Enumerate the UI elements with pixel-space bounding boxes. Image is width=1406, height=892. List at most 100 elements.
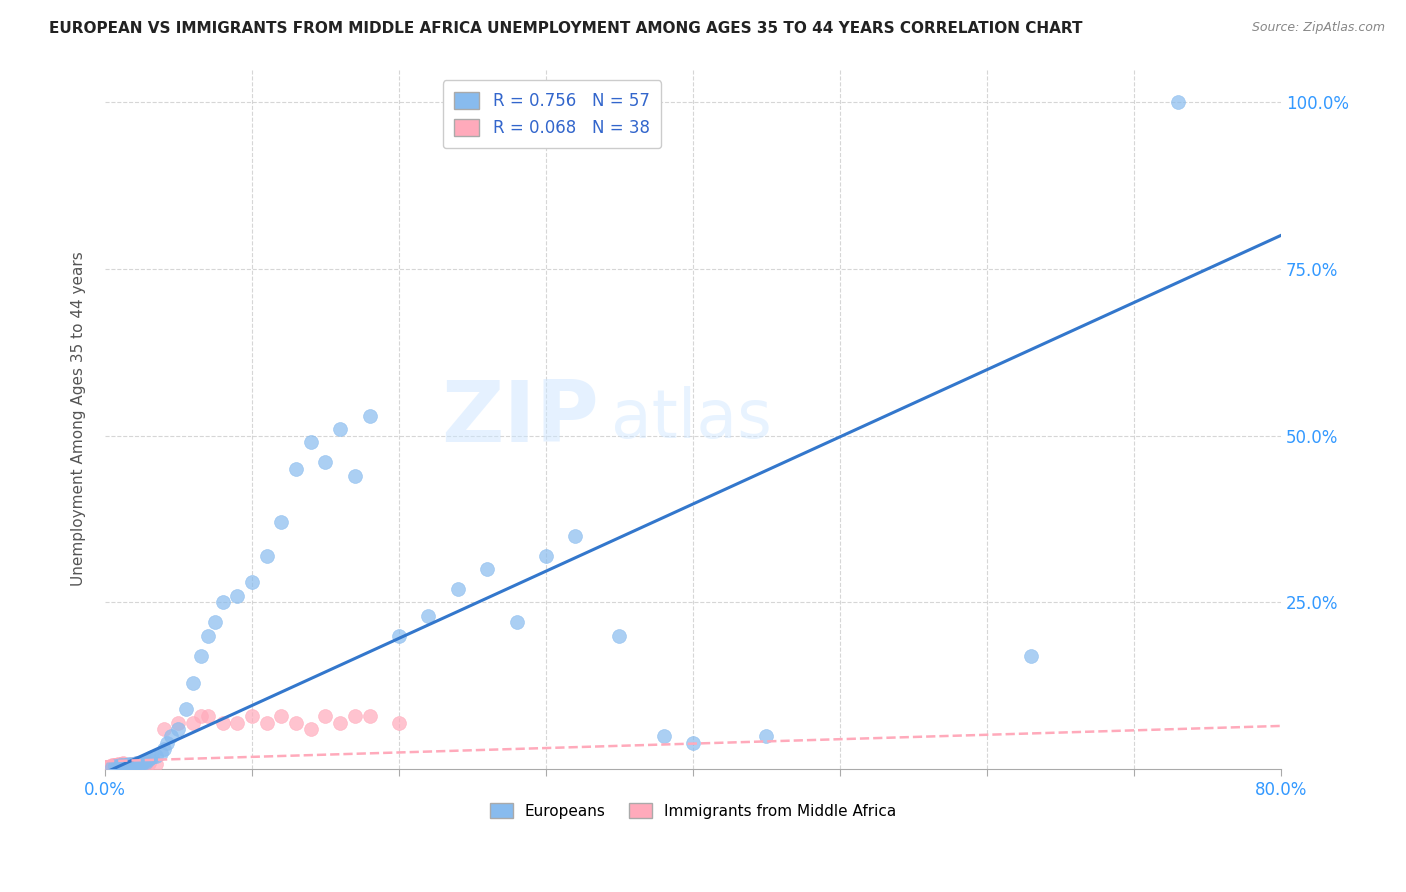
- Point: [256, 549, 278, 563]
- Point: [101, 759, 124, 773]
- Text: Source: ZipAtlas.com: Source: ZipAtlas.com: [1251, 21, 1385, 34]
- Point: [156, 736, 179, 750]
- Point: [299, 723, 322, 737]
- Point: [100, 759, 122, 773]
- Point: [174, 702, 197, 716]
- Point: [112, 756, 135, 771]
- Point: [418, 608, 440, 623]
- Point: [167, 715, 190, 730]
- Point: [124, 757, 146, 772]
- Point: [134, 754, 156, 768]
- Point: [755, 729, 778, 743]
- Point: [125, 756, 148, 771]
- Point: [160, 729, 183, 743]
- Point: [329, 715, 352, 730]
- Point: [131, 756, 153, 770]
- Text: ZIP: ZIP: [441, 377, 599, 460]
- Point: [197, 629, 219, 643]
- Point: [105, 759, 128, 773]
- Point: [240, 575, 263, 590]
- Point: [609, 629, 631, 643]
- Point: [115, 757, 138, 772]
- Point: [652, 729, 675, 743]
- Point: [343, 709, 366, 723]
- Point: [285, 462, 308, 476]
- Point: [117, 757, 139, 772]
- Point: [135, 756, 157, 770]
- Point: [107, 756, 129, 771]
- Point: [138, 752, 160, 766]
- Point: [127, 756, 149, 771]
- Point: [240, 709, 263, 723]
- Point: [117, 756, 139, 771]
- Point: [135, 755, 157, 769]
- Point: [122, 756, 145, 771]
- Point: [115, 758, 138, 772]
- Point: [226, 715, 249, 730]
- Point: [98, 759, 121, 773]
- Point: [118, 758, 141, 772]
- Point: [131, 756, 153, 770]
- Point: [145, 756, 167, 771]
- Point: [114, 758, 136, 772]
- Point: [211, 715, 233, 730]
- Point: [1167, 95, 1189, 109]
- Point: [152, 723, 174, 737]
- Text: EUROPEAN VS IMMIGRANTS FROM MIDDLE AFRICA UNEMPLOYMENT AMONG AGES 35 TO 44 YEARS: EUROPEAN VS IMMIGRANTS FROM MIDDLE AFRIC…: [49, 21, 1083, 36]
- Point: [145, 748, 167, 763]
- Point: [120, 757, 142, 772]
- Point: [114, 757, 136, 772]
- Point: [103, 757, 125, 772]
- Point: [112, 759, 135, 773]
- Point: [204, 615, 226, 630]
- Point: [270, 709, 292, 723]
- Point: [181, 715, 204, 730]
- Point: [534, 549, 557, 563]
- Point: [128, 756, 150, 770]
- Point: [388, 715, 411, 730]
- Point: [343, 468, 366, 483]
- Point: [226, 589, 249, 603]
- Legend: Europeans, Immigrants from Middle Africa: Europeans, Immigrants from Middle Africa: [484, 797, 903, 825]
- Point: [388, 629, 411, 643]
- Point: [152, 742, 174, 756]
- Point: [138, 756, 160, 771]
- Point: [111, 757, 134, 772]
- Point: [256, 715, 278, 730]
- Point: [285, 715, 308, 730]
- Point: [190, 709, 212, 723]
- Point: [314, 709, 336, 723]
- Point: [167, 723, 190, 737]
- Y-axis label: Unemployment Among Ages 35 to 44 years: Unemployment Among Ages 35 to 44 years: [72, 252, 86, 586]
- Point: [314, 455, 336, 469]
- Point: [564, 529, 586, 543]
- Point: [141, 750, 163, 764]
- Point: [359, 409, 381, 423]
- Point: [104, 759, 127, 773]
- Point: [299, 435, 322, 450]
- Point: [101, 758, 124, 772]
- Point: [190, 648, 212, 663]
- Point: [197, 709, 219, 723]
- Point: [359, 709, 381, 723]
- Point: [270, 516, 292, 530]
- Point: [132, 755, 155, 769]
- Point: [104, 758, 127, 772]
- Text: atlas: atlas: [610, 386, 772, 452]
- Point: [108, 758, 131, 772]
- Point: [111, 756, 134, 771]
- Point: [181, 675, 204, 690]
- Point: [211, 595, 233, 609]
- Point: [149, 746, 172, 760]
- Point: [105, 757, 128, 772]
- Point: [127, 756, 149, 771]
- Point: [682, 736, 704, 750]
- Point: [120, 756, 142, 771]
- Point: [477, 562, 499, 576]
- Point: [124, 757, 146, 772]
- Point: [108, 757, 131, 772]
- Point: [110, 756, 132, 771]
- Point: [447, 582, 470, 596]
- Point: [329, 422, 352, 436]
- Point: [505, 615, 527, 630]
